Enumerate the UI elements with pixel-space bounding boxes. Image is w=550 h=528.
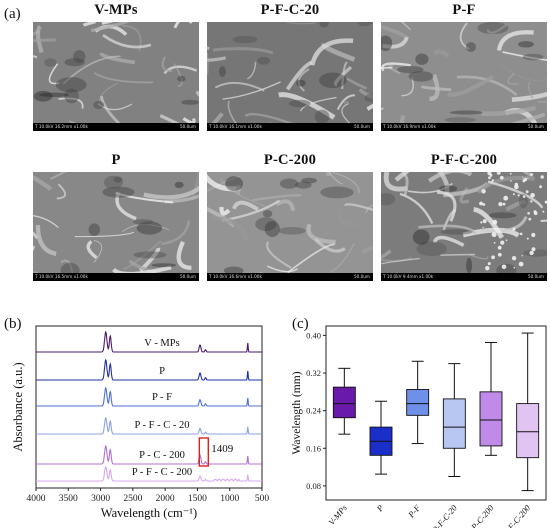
sem-title: P-F-C-20 <box>260 2 320 18</box>
sem-micrograph: T 10.0kV 16.2mm x1.00k 50.0um <box>33 22 199 131</box>
box-x-tick-label: P-F <box>405 502 422 520</box>
ftir-spectrum-line <box>36 466 262 482</box>
box-x-tick-label: P-F-C-200 <box>500 502 533 528</box>
sem-title: V-MPs <box>94 2 138 18</box>
ftir-x-tick-label: 4000 <box>27 494 46 504</box>
sem-micrograph: T 10.0kV 16.6mm x1.00k 50.0um <box>207 172 373 281</box>
ftir-x-tick-label: 3500 <box>59 494 78 504</box>
box-x-tick-label: P <box>374 503 386 514</box>
ftir-spectra-chart: 4000 3500 3000 2500 2000 1500 1000 500 Wavelengt… <box>11 325 270 520</box>
sem-info-bar: T 10.0kV 16.6mm x1.00k 50.0um <box>207 273 373 281</box>
box-y-tick-label: 0.08 <box>306 481 321 491</box>
ftir-series-label: P <box>159 366 165 377</box>
panel-label-c: (c) <box>292 316 309 332</box>
ftir-spectrum-line <box>36 444 262 465</box>
ftir-annotation-label: 1409 <box>211 443 234 455</box>
sem-info-text: T 10.0kV 16.5mm x1.00k <box>35 274 88 279</box>
sem-info-text: T 10.0kV 16.2mm x1.00k <box>35 124 88 129</box>
sem-texture <box>381 172 547 281</box>
box-y-tick-label: 0.32 <box>306 368 321 378</box>
ftir-y-axis-label: Absorbance (a.u.) <box>11 362 25 451</box>
sem-micrograph: T 10.0kV 16.9mm x1.00k 50.0um <box>381 22 547 131</box>
sem-scale-text: 50.0um <box>179 124 196 129</box>
ftir-x-tick-label: 2500 <box>123 494 142 504</box>
sem-texture <box>33 172 199 281</box>
sem-scale-text: 50.0um <box>353 274 370 279</box>
box-y-axis-label: Wavelength (mm) <box>291 371 303 454</box>
sem-info-text: T 10.0kV 16.6mm x1.00k <box>209 274 262 279</box>
sem-scale-text: 50.0um <box>353 124 370 129</box>
sem-scale-text: 50.0um <box>527 274 544 279</box>
fiber-length-boxplot: 0.08 0.16 0.24 0.32 0.40 Wavelength (mm) V-MPs… <box>291 325 547 528</box>
sem-info-bar: T 10.0kV 16.9mm x1.00k 50.0um <box>381 123 547 131</box>
panel-label-b: (b) <box>4 316 22 332</box>
sem-info-text: T 10.0kV 16.9mm x1.00k <box>383 124 436 129</box>
box-iqr <box>516 403 540 459</box>
sem-info-bar: T 10.0kV 9.4mm x1.00k 50.0um <box>381 273 547 281</box>
panel-label-a: (a) <box>4 6 21 22</box>
ftir-series-label: P - C - 200 <box>139 450 185 461</box>
sem-title: P-C-200 <box>263 152 317 168</box>
ftir-x-axis-label: Wavelength (cm⁻¹) <box>101 506 197 520</box>
ftir-plot-frame <box>35 325 263 489</box>
ftir-x-tick-label: 1000 <box>220 494 239 504</box>
ftir-x-tick-label: 1500 <box>188 494 207 504</box>
box-y-tick-label: 0.24 <box>306 406 322 416</box>
box-iqr <box>406 389 430 416</box>
ftir-spectrum-line <box>36 358 262 381</box>
ftir-spectrum-line <box>36 386 262 407</box>
ftir-series-label: P - F - C - 200 <box>132 467 192 478</box>
sem-texture <box>207 172 373 281</box>
ftir-spectrum-line <box>36 416 262 435</box>
sem-scale-text: 50.0um <box>527 124 544 129</box>
sem-info-text: T 10.0kV 16.1mm x1.00k <box>209 124 262 129</box>
ftir-series-label: P - F <box>152 392 172 403</box>
sem-title: P-F <box>452 2 476 18</box>
ftir-series-label: V - MPs <box>144 338 179 349</box>
sem-micrograph: T 10.0kV 16.1mm x1.00k 50.0um <box>207 22 373 131</box>
box-y-tick-label: 0.16 <box>306 443 321 453</box>
sem-micrograph: T 10.0kV 9.4mm x1.00k 50.0um <box>381 172 547 281</box>
box-plot-frame <box>325 325 547 501</box>
sem-texture <box>381 22 547 131</box>
box-x-tick-label: P-F-C-20 <box>429 502 459 528</box>
sem-info-bar: T 10.0kV 16.2mm x1.00k 50.0um <box>33 123 199 131</box>
box-iqr <box>442 398 466 449</box>
ftir-series-label: P - F - C - 20 <box>134 420 189 431</box>
sem-title: P-F-C-200 <box>430 152 498 168</box>
ftir-annotation-box <box>198 437 210 467</box>
box-iqr <box>332 386 356 419</box>
sem-scale-text: 50.0um <box>179 274 196 279</box>
ftir-x-tick-label: 2000 <box>156 494 175 504</box>
sem-info-bar: T 10.0kV 16.5mm x1.00k 50.0um <box>33 273 199 281</box>
box-iqr <box>479 391 503 447</box>
sem-texture <box>33 22 199 131</box>
box-x-tick-label: V-MPs <box>326 502 349 527</box>
sem-title: P <box>111 152 121 168</box>
sem-info-bar: T 10.0kV 16.1mm x1.00k 50.0um <box>207 123 373 131</box>
ftir-x-tick-label: 500 <box>255 494 270 504</box>
box-x-tick-label: P-C-200 <box>468 502 496 528</box>
sem-info-text: T 10.0kV 9.4mm x1.00k <box>383 274 434 279</box>
ftir-x-tick-label: 3000 <box>91 494 110 504</box>
sem-micrograph: T 10.0kV 16.5mm x1.00k 50.0um <box>33 172 199 281</box>
sem-texture <box>207 22 373 131</box>
ftir-spectrum-line <box>36 330 262 353</box>
box-y-tick-label: 0.40 <box>306 330 321 340</box>
